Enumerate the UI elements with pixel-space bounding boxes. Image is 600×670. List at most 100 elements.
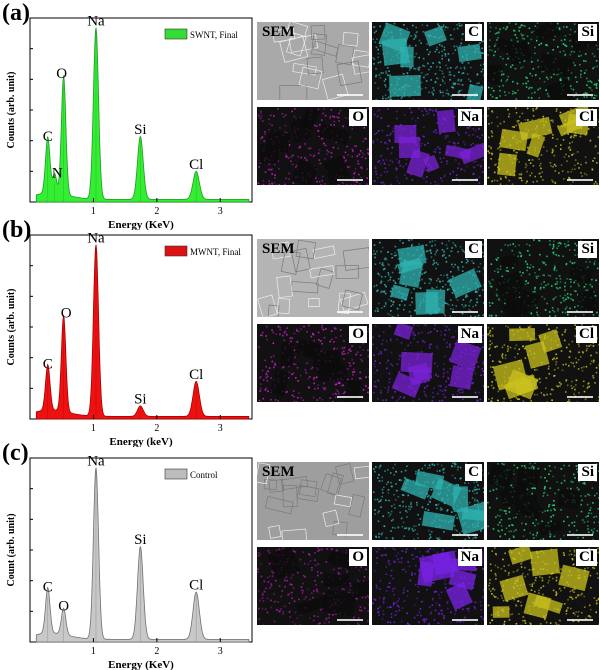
map-label-na: Na: [458, 109, 482, 126]
peak-label-c: C: [43, 129, 53, 145]
peak-label-si: Si: [134, 391, 147, 407]
map-tile-cl: Cl: [487, 107, 599, 185]
x-axis-label: Energy (keV): [109, 436, 173, 447]
map-label-si: Si: [578, 464, 597, 481]
spectrum-svg: C O Na Si Cl 1 2 3 Energy (keV) Counts (arb. unit…: [0, 229, 258, 447]
map-tile-si: Si: [487, 462, 599, 540]
scale-bar: [567, 179, 593, 181]
scale-bar: [567, 619, 593, 621]
legend-label: MWNT, Final: [190, 247, 241, 257]
map-label-c: C: [465, 464, 482, 481]
scale-bar: [337, 396, 363, 398]
map-label-na: Na: [458, 549, 482, 566]
peak-label-n: N: [52, 166, 63, 182]
panel-a-maps: SEM C Si O Na Cl: [257, 22, 600, 192]
scale-bar: [337, 179, 363, 181]
map-tile-si: Si: [487, 239, 599, 317]
map-label-c: C: [465, 24, 482, 41]
scale-bar: [452, 534, 478, 536]
map-label-sem: SEM: [259, 24, 298, 41]
x-tick-label: 2: [154, 646, 159, 657]
legend-swatch: [165, 29, 187, 39]
scale-bar: [567, 534, 593, 536]
map-label-sem: SEM: [259, 241, 298, 258]
map-label-o: O: [349, 109, 367, 126]
map-tile-na: Na: [372, 107, 484, 185]
scale-bar: [337, 311, 363, 313]
map-label-si: Si: [578, 241, 597, 258]
peak-label-cl: Cl: [189, 157, 203, 173]
y-axis-label: Count (arb. unit): [6, 513, 17, 586]
panel-c-maps: SEM C Si O Na Cl: [257, 462, 600, 632]
legend-swatch: [165, 469, 187, 479]
spectrum-area: [36, 468, 249, 642]
scale-bar: [337, 534, 363, 536]
x-tick-label: 3: [218, 423, 223, 434]
y-axis-label: Counts (arb. unit): [6, 289, 17, 366]
peak-label-c: C: [43, 579, 53, 595]
map-tile-sem: SEM: [257, 22, 369, 100]
peak-label-cl: Cl: [189, 367, 203, 383]
map-label-cl: Cl: [576, 549, 597, 566]
x-tick-label: 1: [91, 206, 96, 217]
peak-label-na: Na: [87, 453, 105, 469]
scale-bar: [452, 396, 478, 398]
map-label-sem: SEM: [259, 464, 298, 481]
map-tile-cl: Cl: [487, 547, 599, 625]
scale-bar: [452, 311, 478, 313]
map-tile-si: Si: [487, 22, 599, 100]
map-tile-c: C: [372, 22, 484, 100]
map-label-na: Na: [458, 326, 482, 343]
peak-label-o: O: [58, 599, 69, 615]
scale-bar: [452, 94, 478, 96]
peak-label-o: O: [61, 306, 72, 322]
map-tile-o: O: [257, 324, 369, 402]
peak-label-si: Si: [134, 122, 147, 138]
x-axis-label: Energy (KeV): [108, 659, 174, 670]
panel-b-spectrum: C O Na Si Cl 1 2 3 Energy (keV) Counts (arb. unit…: [0, 229, 258, 447]
peak-label-si: Si: [134, 532, 147, 548]
scale-bar: [337, 94, 363, 96]
scale-bar: [567, 94, 593, 96]
map-label-o: O: [349, 549, 367, 566]
map-tile-sem: SEM: [257, 239, 369, 317]
legend-swatch: [165, 246, 187, 256]
map-tile-o: O: [257, 547, 369, 625]
x-tick-label: 1: [91, 646, 96, 657]
scale-bar: [567, 396, 593, 398]
x-tick-label: 2: [154, 423, 159, 434]
x-tick-label: 2: [154, 206, 159, 217]
panel-b-maps: SEM C Si O Na Cl: [257, 239, 600, 409]
map-tile-o: O: [257, 107, 369, 185]
x-tick-label: 3: [218, 646, 223, 657]
legend-label: Control: [190, 470, 218, 480]
map-label-c: C: [465, 241, 482, 258]
scale-bar: [337, 619, 363, 621]
legend-label: SWNT, Final: [190, 30, 238, 40]
peak-label-na: Na: [87, 230, 105, 246]
map-tile-c: C: [372, 462, 484, 540]
map-label-o: O: [349, 326, 367, 343]
map-label-cl: Cl: [576, 326, 597, 343]
spectrum-area: [36, 28, 249, 202]
x-tick-label: 3: [218, 206, 223, 217]
map-tile-c: C: [372, 239, 484, 317]
scale-bar: [567, 311, 593, 313]
map-label-cl: Cl: [576, 109, 597, 126]
x-tick-label: 1: [91, 423, 96, 434]
peak-label-c: C: [43, 356, 53, 372]
peak-label-cl: Cl: [189, 578, 203, 594]
map-label-si: Si: [578, 24, 597, 41]
y-axis-label: Counts (arb. unit): [6, 72, 17, 149]
peak-label-na: Na: [87, 13, 105, 29]
peak-label-o: O: [56, 66, 67, 82]
scale-bar: [452, 619, 478, 621]
map-tile-na: Na: [372, 324, 484, 402]
map-tile-na: Na: [372, 547, 484, 625]
map-tile-cl: Cl: [487, 324, 599, 402]
map-tile-sem: SEM: [257, 462, 369, 540]
spectrum-svg: CO Na Si Cl 1 2 3 Energy (KeV) Count (arb. unit)…: [0, 452, 258, 670]
